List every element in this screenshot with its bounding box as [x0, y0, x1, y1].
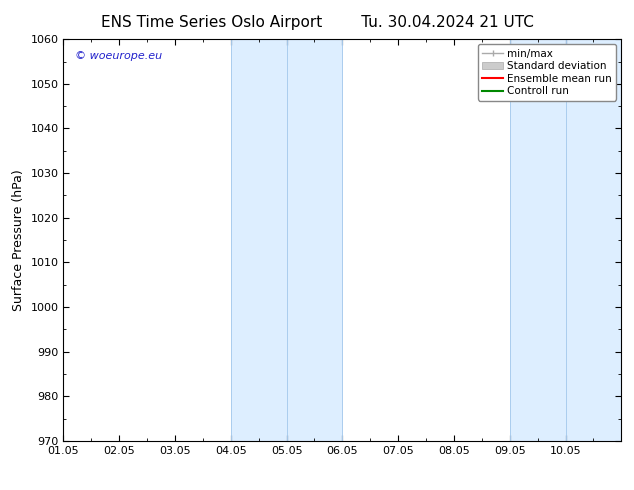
Y-axis label: Surface Pressure (hPa): Surface Pressure (hPa) — [12, 169, 25, 311]
Bar — [231, 39, 287, 441]
Bar — [566, 39, 621, 441]
Text: © woeurope.eu: © woeurope.eu — [75, 51, 162, 61]
Bar — [287, 39, 342, 441]
Text: ENS Time Series Oslo Airport        Tu. 30.04.2024 21 UTC: ENS Time Series Oslo Airport Tu. 30.04.2… — [101, 15, 533, 30]
Legend: min/max, Standard deviation, Ensemble mean run, Controll run: min/max, Standard deviation, Ensemble me… — [478, 45, 616, 100]
Bar — [510, 39, 566, 441]
